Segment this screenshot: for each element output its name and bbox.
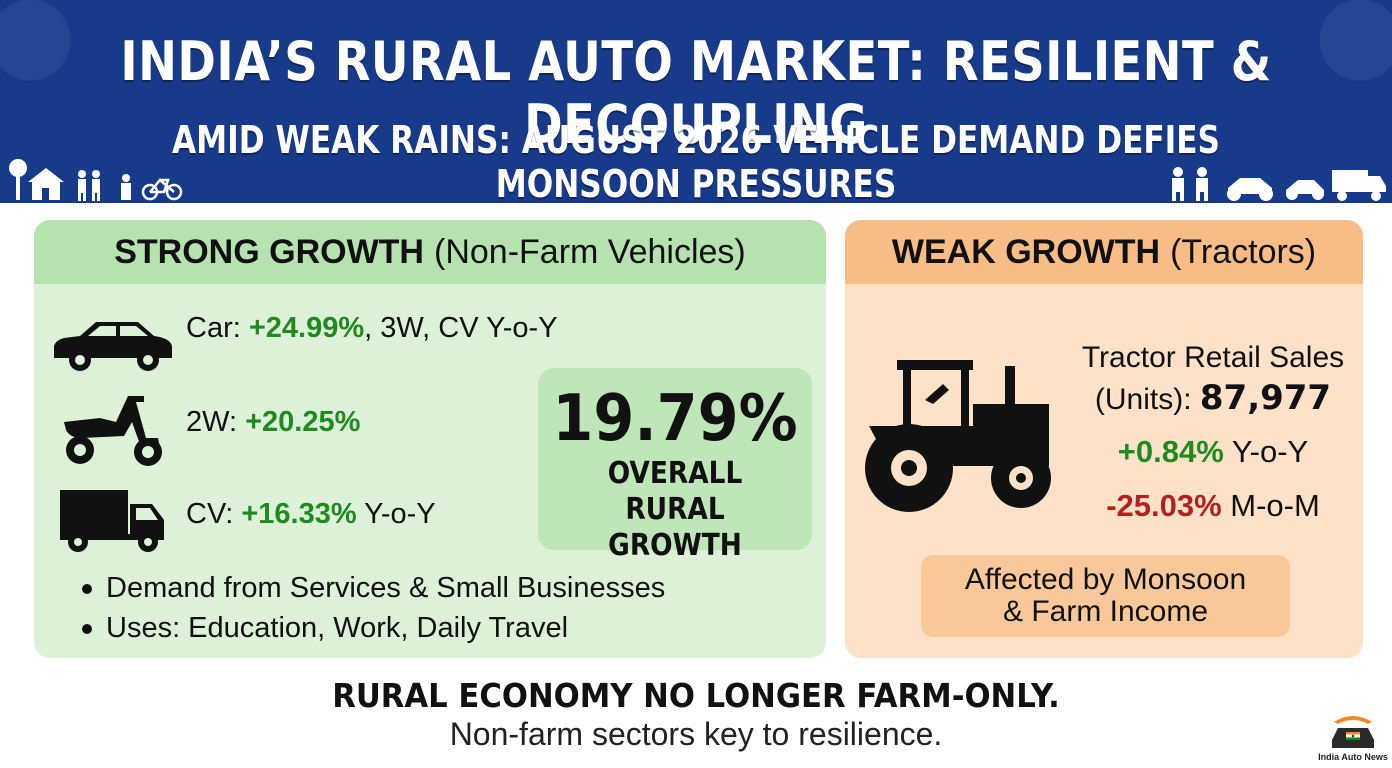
bullet-item: Uses: Education, Work, Daily Travel <box>76 608 665 648</box>
tractor-yoy: +0.84% Y-o-Y <box>1075 434 1351 470</box>
car-growth-row: Car: +24.99%, 3W, CV Y-o-Y <box>186 312 558 345</box>
footer-headline: RURAL ECONOMY NO LONGER FARM-ONLY. <box>332 676 1060 715</box>
bullet-item: Demand from Services & Small Businesses <box>76 568 665 608</box>
tractor-sales-units-label: (Units): <box>1094 383 1200 416</box>
strong-growth-panel: STRONG GROWTH (Non-Farm Vehicles) Car: +… <box>34 220 826 658</box>
page-subtitle: AMID WEAK RAINS: AUGUST 2026 VEHICLE DEM… <box>172 118 1220 206</box>
car-growth-suffix: , 3W, CV Y-o-Y <box>364 312 558 344</box>
monsoon-note-line-1: Affected by Monsoon <box>964 563 1247 596</box>
weak-growth-heading-rest: (Tractors) <box>1170 232 1317 271</box>
car-growth-value: +24.99% <box>248 312 365 344</box>
logo-car-icon <box>1332 716 1374 748</box>
strong-growth-heading-bold: STRONG GROWTH <box>114 232 424 271</box>
tractor-sales-label: Tractor Retail Sales <box>1081 341 1345 374</box>
two-wheeler-growth-prefix: 2W: <box>186 406 246 438</box>
header-banner: INDIA’S RURAL AUTO MARKET: RESILIENT & D… <box>0 0 1392 206</box>
car-growth-prefix: Car: <box>186 312 249 344</box>
tractor-yoy-value: +0.84% <box>1117 434 1224 469</box>
car-icon <box>54 322 172 371</box>
monsoon-note: Affected by Monsoon & Farm Income <box>921 555 1290 637</box>
weak-growth-heading: WEAK GROWTH (Tractors) <box>845 220 1363 284</box>
strong-growth-heading: STRONG GROWTH (Non-Farm Vehicles) <box>34 220 826 284</box>
two-wheeler-growth-row: 2W: +20.25% <box>186 406 360 439</box>
logo-text: India Auto News <box>1318 752 1388 762</box>
overall-growth-label-2: RURAL GROWTH <box>608 492 742 563</box>
tractor-mom-value: -25.03% <box>1106 488 1222 523</box>
village-scene-icon <box>9 159 183 201</box>
two-wheeler-growth-value: +20.25% <box>245 406 361 438</box>
weak-growth-heading-bold: WEAK GROWTH <box>891 232 1161 271</box>
cv-growth-suffix: Y-o-Y <box>356 498 436 530</box>
page-title: INDIA’S RURAL AUTO MARKET: RESILIENT & D… <box>120 30 1272 156</box>
tractor-icon <box>865 360 1051 512</box>
overall-growth-card: 19.79% OVERALL RURAL GROWTH <box>538 368 812 563</box>
vehicles-strip-icon <box>1172 167 1386 201</box>
weak-growth-panel: WEAK GROWTH (Tractors) Tractor Retail Sa… <box>845 220 1363 658</box>
tractor-mom: -25.03% M-o-M <box>1075 488 1351 524</box>
monsoon-note-line-2: & Farm Income <box>1002 595 1209 628</box>
brand-logo: India Auto News <box>1318 712 1388 766</box>
cv-growth-value: +16.33% <box>241 498 357 530</box>
demand-bullets: Demand from Services & Small Businesses … <box>76 568 665 648</box>
scooter-icon <box>64 396 162 466</box>
tractor-mom-label: M-o-M <box>1221 488 1320 523</box>
cv-growth-row: CV: +16.33% Y-o-Y <box>186 498 436 531</box>
tractor-yoy-label: Y-o-Y <box>1223 434 1309 469</box>
overall-growth-value: 19.79% <box>552 382 798 456</box>
footer-subline: Non-farm sectors key to resilience. <box>449 716 943 752</box>
truck-icon <box>60 490 164 552</box>
tractor-sales-units: 87,977 <box>1199 378 1332 418</box>
cv-growth-prefix: CV: <box>186 498 242 530</box>
tractor-sales-block: Tractor Retail Sales (Units): 87,977 <box>1075 338 1351 420</box>
strong-growth-heading-rest: (Non-Farm Vehicles) <box>434 232 746 271</box>
overall-growth-label-1: OVERALL <box>607 456 743 491</box>
